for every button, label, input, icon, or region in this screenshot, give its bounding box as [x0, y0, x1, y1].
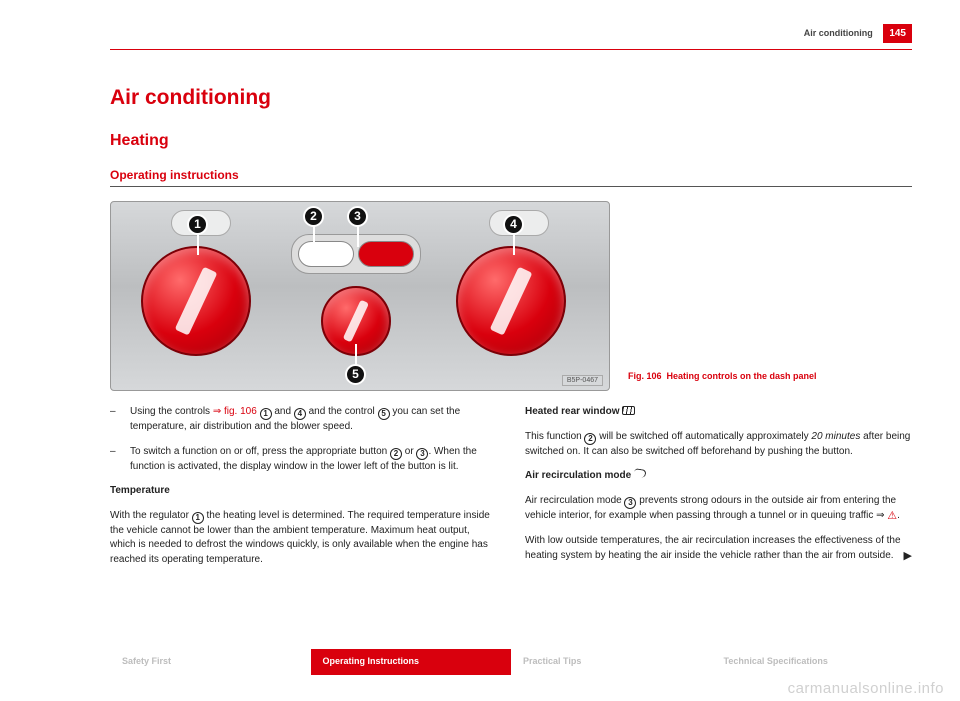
circled-number: 1 [260, 408, 272, 420]
manual-page: Air conditioning 145 Air conditioning He… [0, 0, 960, 577]
figure-ref-code: B5P-0467 [562, 375, 603, 386]
button-recirculation [358, 241, 414, 267]
circled-number: 2 [584, 433, 596, 445]
figure-caption-text: Heating controls on the dash panel [667, 371, 817, 381]
callout-1: 1 [187, 214, 208, 235]
callout-3: 3 [347, 206, 368, 227]
tab-operating-instructions[interactable]: Operating Instructions [311, 649, 512, 675]
paragraph-heading-hrw: Heated rear window [525, 405, 912, 420]
callout-5: 5 [345, 364, 366, 385]
bullet-item: – To switch a function on or off, press … [110, 445, 497, 475]
fig-crossref: ⇒ fig. 106 [213, 406, 257, 417]
continuation-arrow-icon: ▶ [904, 549, 912, 565]
header-rule [110, 49, 912, 50]
circled-number: 1 [192, 512, 204, 524]
paragraph-recirc-1: Air recirculation mode 3 prevents strong… [525, 494, 912, 525]
figure-caption: Fig. 106 Heating controls on the dash pa… [628, 371, 817, 391]
bullet-dash: – [110, 445, 120, 475]
figure-row: 1 2 3 4 5 B5P-0467 Fig. 106 Heating cont… [110, 201, 912, 391]
subsection-title: Operating instructions [110, 168, 912, 187]
paragraph-recirc-2: With low outside temperatures, the air r… [525, 534, 912, 563]
figure-106-image: 1 2 3 4 5 B5P-0467 [110, 201, 610, 391]
figure-caption-prefix: Fig. 106 [628, 371, 662, 381]
button-heated-rear-window [298, 241, 354, 267]
bullet-text: Using the controls ⇒ fig. 106 1 and 4 an… [130, 405, 497, 435]
circled-number: 3 [416, 448, 428, 460]
section-title: Heating [110, 132, 912, 150]
page-number: 145 [883, 24, 912, 43]
circled-number: 2 [390, 448, 402, 460]
callout-2: 2 [303, 206, 324, 227]
circled-number: 5 [378, 408, 390, 420]
paragraph-hrw: This function 2 will be switched off aut… [525, 430, 912, 460]
column-left: – Using the controls ⇒ fig. 106 1 and 4 … [110, 405, 497, 577]
header-section-name: Air conditioning [804, 28, 873, 38]
dial-air-distribution [456, 246, 566, 356]
column-right: Heated rear window This function 2 will … [525, 405, 912, 577]
recirculation-icon [634, 468, 647, 478]
watermark: carmanualsonline.info [788, 680, 944, 697]
footer-tabs: Safety First Operating Instructions Prac… [110, 649, 912, 675]
paragraph-heading-temperature: Temperature [110, 484, 497, 499]
paragraph-heading-recirc: Air recirculation mode [525, 469, 912, 484]
bullet-dash: – [110, 405, 120, 435]
circled-number: 4 [294, 408, 306, 420]
dial-temperature [141, 246, 251, 356]
chapter-title: Air conditioning [110, 86, 912, 110]
bullet-item: – Using the controls ⇒ fig. 106 1 and 4 … [110, 405, 497, 435]
circled-number: 3 [624, 497, 636, 509]
bullet-text: To switch a function on or off, press th… [130, 445, 497, 475]
tab-practical-tips[interactable]: Practical Tips [511, 649, 712, 675]
paragraph-temperature: With the regulator 1 the heating level i… [110, 509, 497, 568]
callout-4: 4 [503, 214, 524, 235]
running-header: Air conditioning 145 [110, 24, 912, 47]
tab-safety-first[interactable]: Safety First [110, 649, 311, 675]
tab-technical-specifications[interactable]: Technical Specifications [712, 649, 913, 675]
rear-window-icon [622, 406, 635, 415]
warning-icon: ⚠ [887, 510, 897, 522]
body-columns: – Using the controls ⇒ fig. 106 1 and 4 … [110, 405, 912, 577]
